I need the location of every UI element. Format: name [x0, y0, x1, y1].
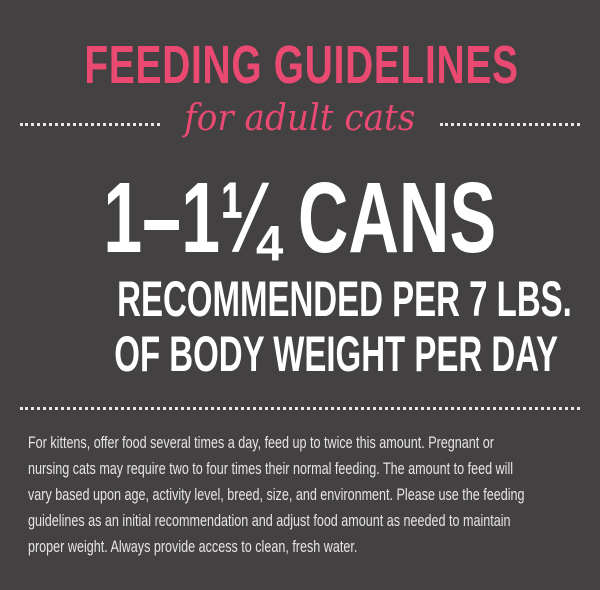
recommendation-line-2: OF BODY WEIGHT PER DAY	[0, 325, 600, 383]
amount-headline: 1–1¼ CANS	[0, 168, 600, 268]
amount-text: 1–1¼ CANS	[103, 162, 497, 274]
subtitle: for adult cats	[0, 98, 600, 139]
feeding-note: For kittens, offer food several times a …	[28, 430, 588, 560]
recommendation-line-1: RECOMMENDED PER 7 LBS.	[0, 270, 600, 328]
recommendation-line-2-text: OF BODY WEIGHT PER DAY	[114, 326, 559, 382]
title: FEEDING GUIDELINES	[0, 34, 600, 96]
note-line: vary based upon age, activity level, bre…	[28, 485, 525, 504]
dotted-divider-right	[440, 123, 580, 126]
title-text: FEEDING GUIDELINES	[84, 35, 519, 95]
note-line: nursing cats may require two to four tim…	[28, 459, 514, 478]
dotted-divider-left	[20, 123, 160, 126]
note-line: guidelines as an initial recommendation …	[28, 511, 511, 530]
dotted-divider	[20, 407, 580, 410]
note-line: proper weight. Always provide access to …	[28, 537, 358, 556]
recommendation-line-1-text: RECOMMENDED PER 7 LBS.	[117, 271, 572, 327]
subtitle-text: for adult cats	[184, 98, 416, 139]
note-line: For kittens, offer food several times a …	[28, 433, 494, 452]
